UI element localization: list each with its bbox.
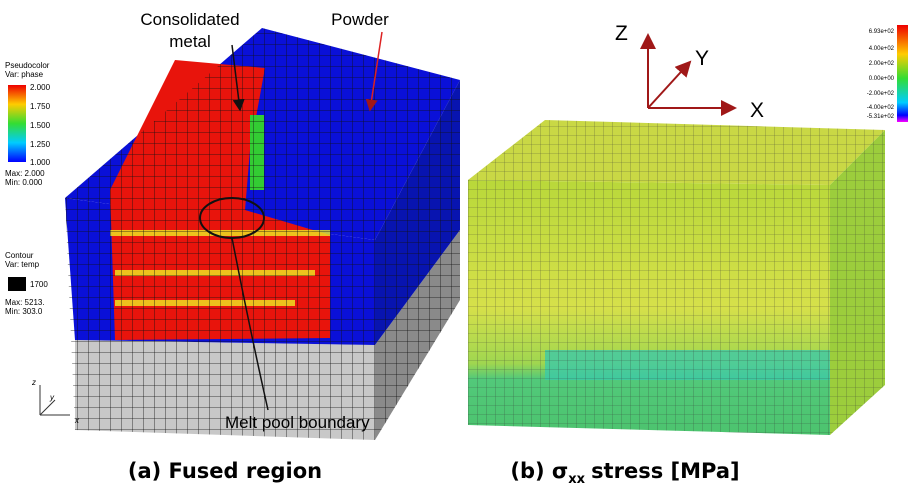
label: metal xyxy=(169,32,211,51)
colorbar-tick: 4.00e+02 xyxy=(869,46,895,52)
caption: (b) σxx stress [MPa] xyxy=(510,459,739,487)
axis-label: y xyxy=(49,393,55,402)
colorbar-tick: 6.93e+02 xyxy=(869,29,895,35)
colorbar-tick: -4.00e+02 xyxy=(867,105,895,111)
pseudocolor-legend: Pseudocolor Var: phase 2.000 1.750 1.500… xyxy=(5,61,51,316)
axis-label: Z xyxy=(615,22,628,45)
arrow xyxy=(365,31,383,112)
axis-triad xyxy=(640,33,737,116)
caption-subscript: xx xyxy=(568,472,585,487)
colorbar-tick: -5.31e+02 xyxy=(867,114,895,120)
legend-tick: 1.000 xyxy=(30,158,51,167)
legend-max: Max: 5213. xyxy=(5,298,45,307)
legend-tick: 2.000 xyxy=(30,83,51,92)
legend-title: Pseudocolor xyxy=(5,61,50,70)
legend-tick: 1.750 xyxy=(30,102,51,111)
legend-tick: 1.500 xyxy=(30,121,51,130)
axis-label: x xyxy=(74,416,80,425)
axis-label: Y xyxy=(695,47,709,70)
axis-label: X xyxy=(750,99,764,122)
legend-var: Var: temp xyxy=(5,260,40,269)
legend-var: Var: phase xyxy=(5,70,44,79)
stress-colorbar: 6.93e+02 4.00e+02 2.00e+02 0.00e+00 -2.0… xyxy=(867,25,908,122)
legend-title: Contour xyxy=(5,251,34,260)
colorbar-tick: -2.00e+02 xyxy=(867,91,895,97)
caption-part: stress [MPa] xyxy=(591,459,740,483)
legend-tick: 1700 xyxy=(30,280,48,289)
caption-part: (b) σ xyxy=(510,459,568,483)
stress-model xyxy=(468,120,885,435)
legend-min: Min: 0.000 xyxy=(5,178,43,187)
arrow xyxy=(231,237,269,411)
legend-tick: 1.250 xyxy=(30,140,51,149)
fused-region-model xyxy=(65,28,460,440)
arrow xyxy=(231,44,245,112)
caption: (a) Fused region xyxy=(128,459,322,483)
legend-min: Min: 303.0 xyxy=(5,307,43,316)
label: Melt pool boundary xyxy=(225,413,370,432)
axis-label: z xyxy=(31,378,36,387)
colorbar-tick: 0.00e+00 xyxy=(869,76,895,82)
label: Consolidated xyxy=(140,10,239,29)
legend-max: Max: 2.000 xyxy=(5,169,45,178)
colorbar-tick: 2.00e+02 xyxy=(869,61,895,67)
axis-triad xyxy=(39,385,70,416)
label: Powder xyxy=(331,10,389,29)
